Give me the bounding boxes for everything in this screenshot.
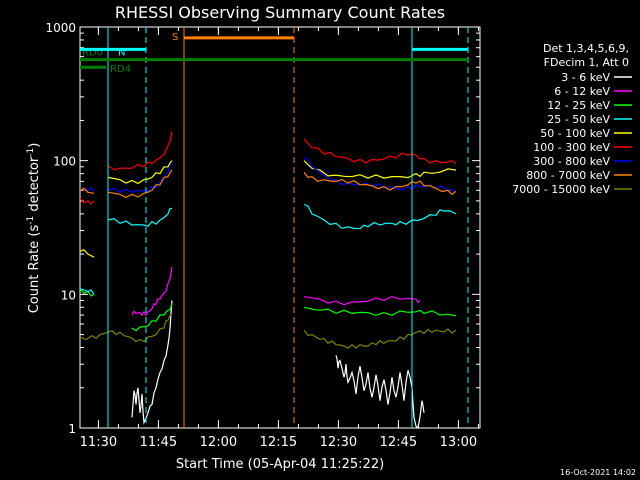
series-line-4: [107, 207, 173, 227]
series-line-5: [303, 160, 457, 179]
y-tick-label: 100: [53, 155, 76, 169]
series-line-3: [303, 306, 457, 317]
x-tick-label: 12:00: [200, 435, 237, 450]
legend-label: 100 - 300 keV: [533, 141, 610, 154]
plot-frame: [79, 26, 481, 429]
series-line-9: [303, 328, 457, 349]
footer-timestamp: 16-Oct-2021 14:02: [560, 468, 636, 477]
legend-label: 800 - 7000 keV: [526, 169, 610, 182]
plot-area: 1 10 100 1000 11:30 11:45 12:00 12:15 12:30 12:45…: [45, 21, 481, 450]
series-line-6: [107, 131, 173, 171]
legend: Det 1,3,4,5,6,9, FDecim 1, Att 0 3 - 6 k…: [512, 42, 632, 196]
state-bar-label: RD0: [82, 48, 103, 59]
y-tick-label: 1000: [45, 21, 76, 35]
series-line-2: [131, 266, 173, 317]
x-tick-label: 12:30: [320, 435, 357, 450]
legend-header-line-2: FDecim 1, Att 0: [544, 56, 629, 69]
series-line-8: [107, 169, 173, 199]
legend-header-line-1: Det 1,3,4,5,6,9,: [543, 42, 629, 55]
legend-label: 50 - 100 keV: [540, 127, 610, 140]
series-line-6: [79, 198, 95, 205]
series-line-1: [131, 300, 173, 425]
y-tick-label: 10: [61, 288, 76, 302]
state-bar-label: S: [172, 32, 178, 43]
series-line-3: [131, 303, 173, 332]
state-bar-label: N: [118, 47, 125, 58]
x-tick-label: 12:45: [380, 435, 417, 450]
series-line-5: [107, 160, 173, 185]
series-line-5: [79, 249, 95, 258]
x-tick-label: 11:45: [140, 435, 177, 450]
legend-label: 300 - 800 keV: [533, 155, 610, 168]
series-line-7: [107, 163, 173, 193]
x-axis-label: Start Time (05-Apr-04 11:25:22): [176, 457, 384, 472]
x-tick-label: 13:00: [440, 435, 477, 450]
y-tick-label: 1: [68, 422, 76, 436]
x-tick-label: 12:15: [260, 435, 297, 450]
series-line-1: [335, 355, 425, 430]
legend-label: 12 - 25 keV: [547, 99, 610, 112]
chart-title: RHESSI Observing Summary Count Rates: [115, 3, 445, 22]
series-line-8: [303, 171, 457, 196]
series-line-6: [303, 138, 457, 165]
series-line-2: [303, 295, 421, 306]
y-axis-label: Count Rate (s-1 detector-1): [26, 143, 42, 314]
legend-label: 3 - 6 keV: [561, 71, 610, 84]
series-line-4: [79, 288, 95, 295]
series-line-8: [79, 187, 95, 194]
series-line-9: [79, 313, 173, 343]
series-line-4: [303, 203, 457, 230]
x-tick-label: 11:30: [80, 435, 117, 450]
legend-label: 6 - 12 keV: [554, 85, 610, 98]
state-bar-label: RD4: [110, 64, 131, 75]
legend-label: 7000 - 15000 keV: [512, 183, 610, 196]
legend-label: 25 - 50 keV: [547, 113, 610, 126]
